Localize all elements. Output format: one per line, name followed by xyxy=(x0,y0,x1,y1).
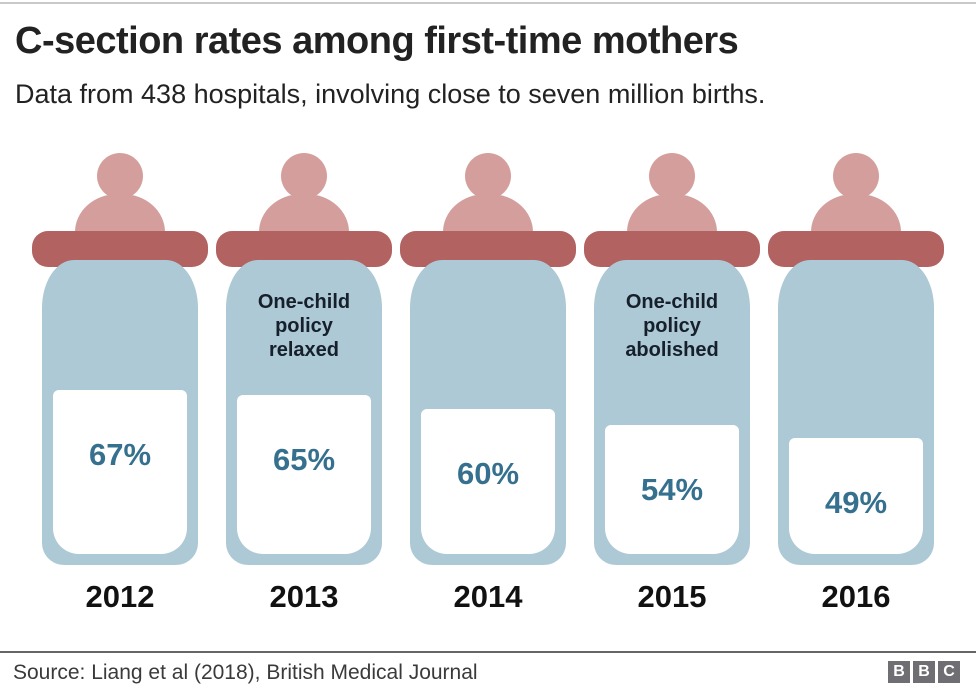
bottle-2016: 49% 2016 xyxy=(764,140,948,630)
bottle-teat-icon xyxy=(649,153,695,199)
chart-area: 67% 2012 One-child policy relaxed 65% 20… xyxy=(0,140,976,630)
year-label-2012: 2012 xyxy=(85,579,155,614)
bottle-2013: One-child policy relaxed 65% 2013 xyxy=(212,140,396,630)
bbc-logo-letter: B xyxy=(913,661,935,683)
page-title: C-section rates among first-time mothers xyxy=(15,20,739,62)
bbc-logo: B B C xyxy=(888,661,960,683)
year-label-2014: 2014 xyxy=(453,579,523,614)
bottle-teat-base-icon xyxy=(627,194,717,232)
annotation-line: One-child xyxy=(625,291,719,313)
fill-level-2015: 54% xyxy=(605,424,739,554)
annotation-line: policy xyxy=(275,315,333,337)
bottle-2015: One-child policy abolished 54% 2015 xyxy=(580,140,764,630)
value-label-2012: 67% xyxy=(88,437,152,472)
bottle-teat-icon xyxy=(465,153,511,199)
bottle-teat-base-icon xyxy=(259,194,349,232)
annotation-policy-abolished: One-child policy abolished xyxy=(580,290,764,362)
bottle-teat-base-icon xyxy=(811,194,901,232)
fill-level-2014: 60% xyxy=(421,408,555,554)
value-label-2013: 65% xyxy=(272,442,336,478)
year-label-2016: 2016 xyxy=(821,579,891,614)
bottle-teat-base-icon xyxy=(75,194,165,232)
bottle-2014: 60% 2014 xyxy=(396,140,580,630)
annotation-line: policy xyxy=(643,315,701,337)
footer-divider xyxy=(0,651,976,653)
source-credit: Source: Liang et al (2018), British Medi… xyxy=(13,661,478,684)
year-label-2013: 2013 xyxy=(269,579,339,614)
fill-level-2013: 65% xyxy=(237,395,371,554)
fill-level-2016: 49% xyxy=(789,438,923,554)
bottle-teat-base-icon xyxy=(443,194,533,232)
value-label-2014: 60% xyxy=(456,455,520,491)
bbc-logo-letter: C xyxy=(938,661,960,683)
bottle-teat-icon xyxy=(97,153,143,199)
page-subtitle: Data from 438 hospitals, involving close… xyxy=(15,79,766,109)
bbc-logo-letter: B xyxy=(888,661,910,683)
annotation-line: One-child xyxy=(257,291,351,313)
fill-level-2012: 67% xyxy=(53,390,187,554)
annotation-line: relaxed xyxy=(268,339,340,361)
bottle-teat-icon xyxy=(833,153,879,199)
bottle-2012: 67% 2012 xyxy=(28,140,212,630)
year-label-2015: 2015 xyxy=(637,579,707,614)
annotation-line: abolished xyxy=(625,339,719,361)
top-rule xyxy=(0,2,976,4)
value-label-2015: 54% xyxy=(640,471,704,507)
bottle-teat-icon xyxy=(281,153,327,199)
annotation-policy-relaxed: One-child policy relaxed xyxy=(212,290,396,362)
value-label-2016: 49% xyxy=(824,485,888,521)
